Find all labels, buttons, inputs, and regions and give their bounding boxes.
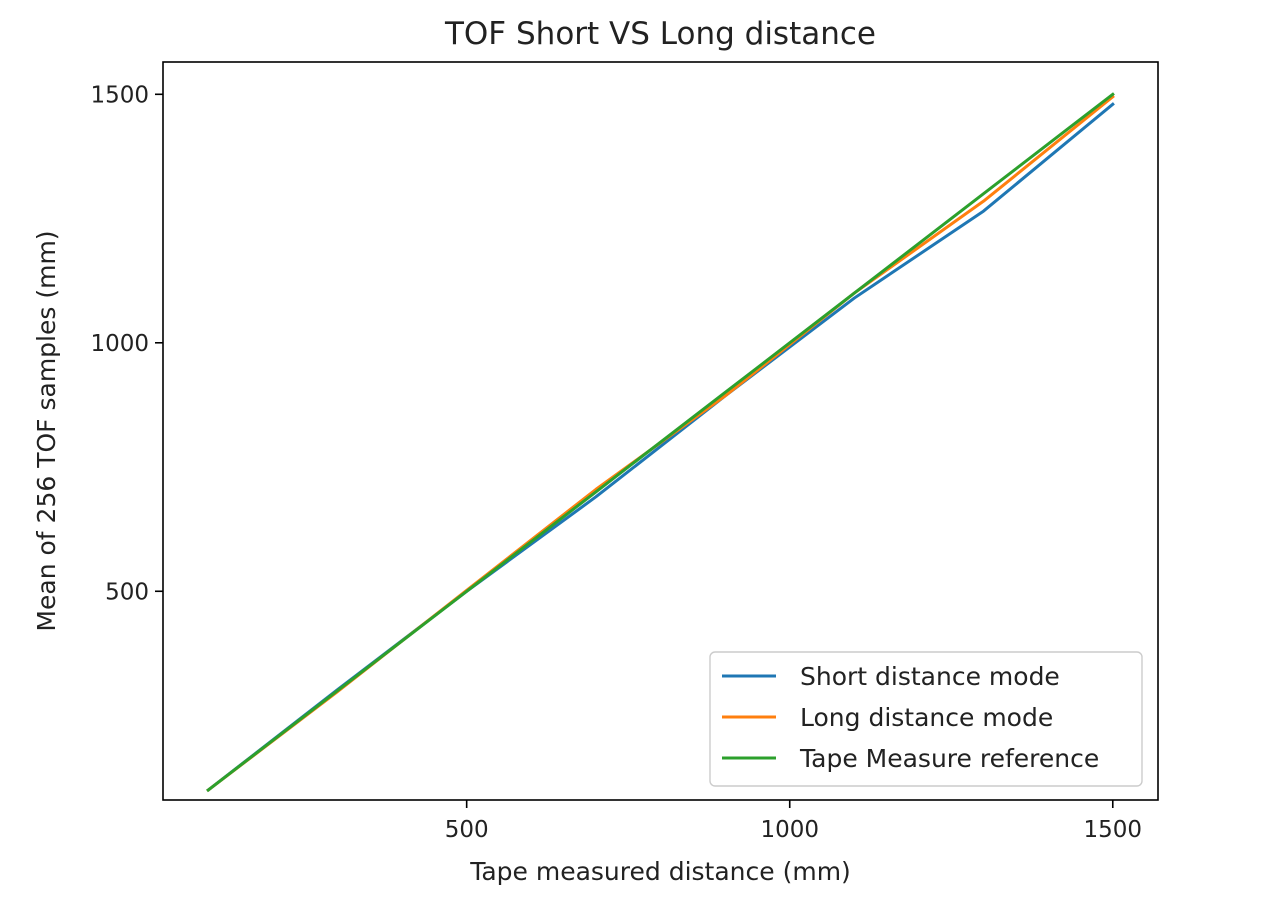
- legend-label: Long distance mode: [800, 703, 1053, 732]
- y-tick-label: 1000: [90, 331, 149, 357]
- y-tick-label: 500: [105, 579, 149, 605]
- y-axis-label: Mean of 256 TOF samples (mm): [32, 230, 61, 631]
- legend-label: Short distance mode: [800, 662, 1060, 691]
- legend: Short distance mode Long distance mode Tap…: [709, 651, 1143, 787]
- x-axis-label: Tape measured distance (mm): [469, 857, 851, 886]
- plot-area: 500 1000 1500 500 1000 1500 Short distance mod…: [90, 61, 1159, 843]
- legend-label: Tape Measure reference: [799, 744, 1099, 773]
- x-tick-label: 500: [445, 817, 489, 843]
- plot-frame: [162, 61, 1159, 801]
- chart-title: TOF Short VS Long distance: [444, 16, 876, 52]
- x-tick-label: 1000: [760, 817, 819, 843]
- y-tick-label: 1500: [90, 82, 149, 108]
- x-tick-label: 1500: [1083, 817, 1142, 843]
- legend-box: [709, 651, 1143, 787]
- series-line-3: [206, 92, 1115, 793]
